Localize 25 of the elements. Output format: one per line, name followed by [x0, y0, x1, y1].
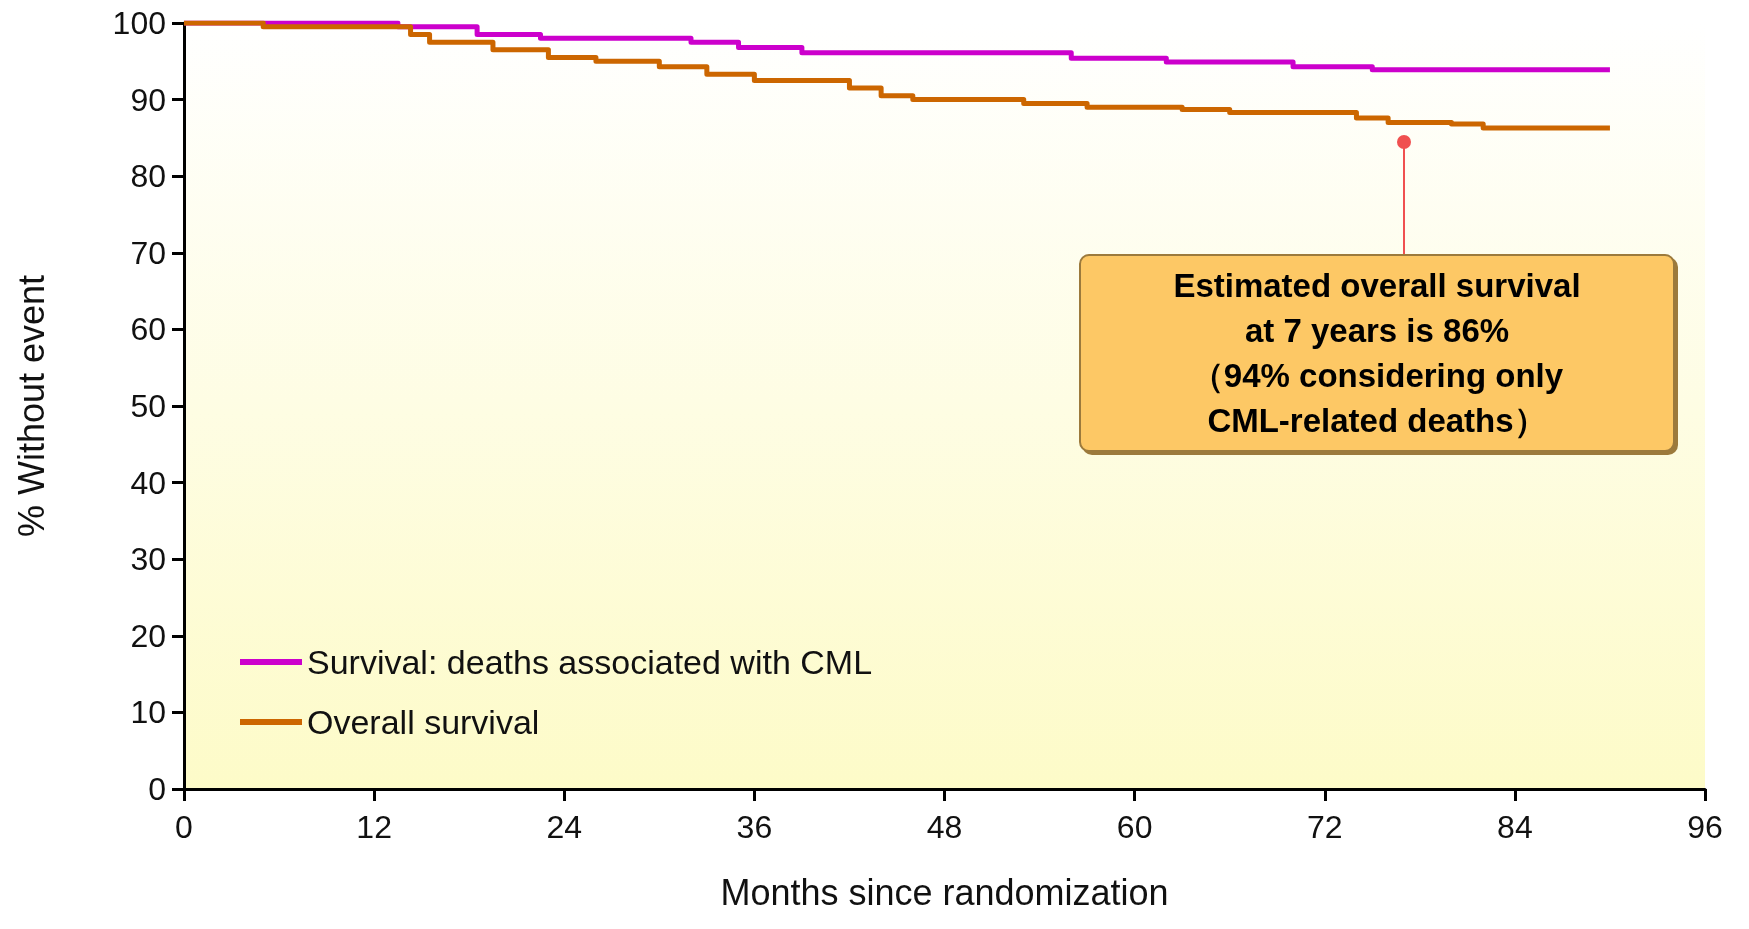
y-tick-label: 20 — [130, 617, 166, 654]
y-tick-label: 80 — [130, 158, 166, 195]
x-tick-label: 72 — [1306, 809, 1343, 845]
legend-label: Overall survival — [307, 703, 540, 741]
y-tick-label: 90 — [130, 81, 166, 118]
y-tick-label: 30 — [130, 541, 166, 578]
x-tick-label: 96 — [1687, 809, 1723, 845]
x-tick-label: 60 — [1116, 809, 1153, 845]
x-tick-label: 48 — [926, 809, 963, 845]
y-tick-label: 40 — [130, 464, 166, 501]
x-tick-label: 24 — [546, 809, 583, 845]
y-tick-label: 10 — [130, 694, 166, 731]
y-tick-label: 70 — [130, 234, 166, 271]
x-tick-label: 0 — [175, 809, 193, 845]
y-tick-label: 50 — [130, 388, 166, 424]
x-tick-label: 84 — [1497, 809, 1533, 845]
x-tick-label: 36 — [736, 809, 773, 845]
y-axis-title: % Without event — [10, 274, 52, 538]
x-tick-label: 12 — [356, 809, 392, 845]
y-tick-label: 60 — [130, 311, 166, 348]
x-axis-title: Months since randomization — [720, 871, 1169, 913]
y-tick-label: 100 — [112, 5, 166, 41]
y-tick-label: 0 — [148, 771, 166, 807]
annotation: Estimated overall survival at 7 years is 86% （94% considering only CML-related deaths） — [1079, 254, 1675, 452]
legend-label: Survival: deaths associated with CML — [307, 643, 873, 681]
